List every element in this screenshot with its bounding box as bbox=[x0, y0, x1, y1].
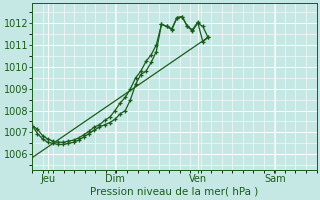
X-axis label: Pression niveau de la mer( hPa ): Pression niveau de la mer( hPa ) bbox=[90, 187, 259, 197]
